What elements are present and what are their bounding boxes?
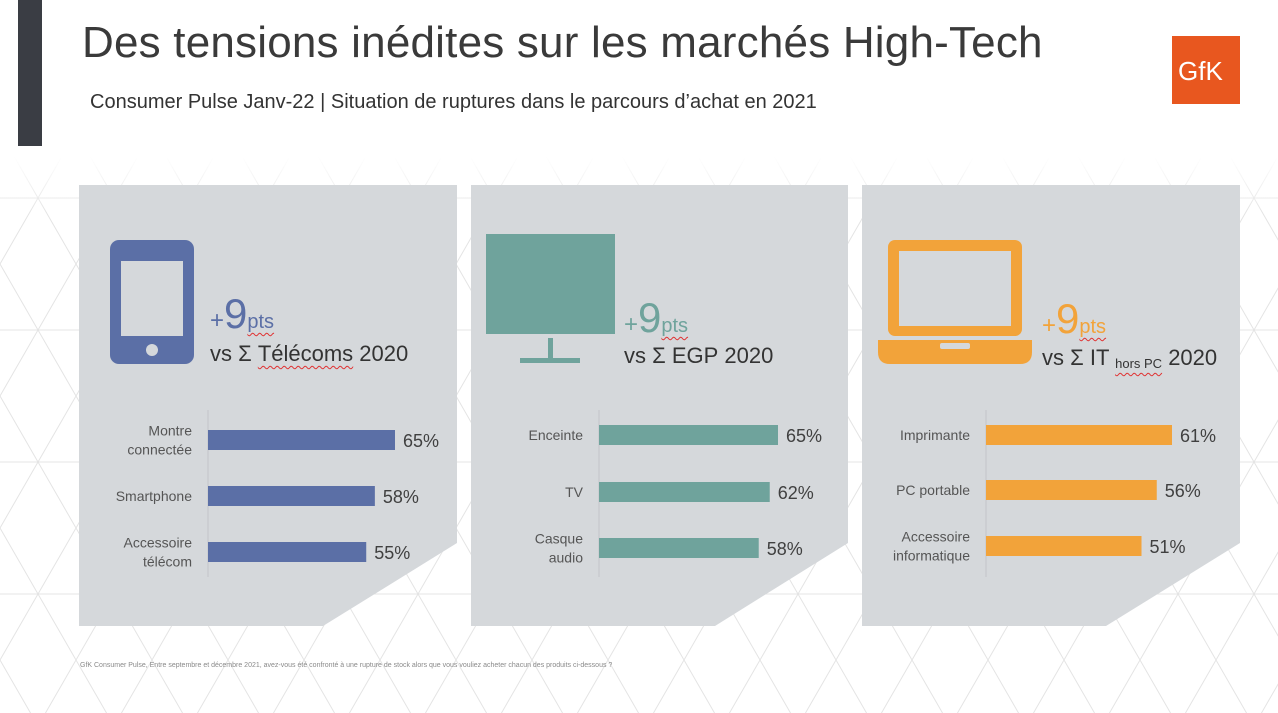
laptop-icon [878, 240, 1032, 364]
tv-icon [486, 234, 615, 363]
bar [599, 425, 778, 445]
value-label: 56% [1165, 481, 1201, 501]
bar [986, 536, 1142, 556]
bar [208, 486, 375, 506]
category-label: Accessoire [124, 535, 193, 551]
category-label: télécom [143, 554, 192, 570]
category-label: PC portable [896, 482, 970, 498]
bar [986, 480, 1157, 500]
comparison-label: vs Σ EGP 2020 [624, 343, 774, 368]
page-title: Des tensions inédites sur les marchés Hi… [82, 18, 1043, 67]
category-label: informatique [893, 548, 970, 564]
headline-delta: +9pts [1042, 295, 1107, 342]
bar [986, 425, 1172, 445]
panel-it: +9pts vs Σ IT hors PC 2020 61% Imprimante… [862, 185, 1240, 626]
category-label: TV [565, 484, 584, 500]
panel-egp: +9pts vs Σ EGP 2020 65% Enceinte 62% TV 58% C… [471, 185, 848, 626]
category-label: Smartphone [116, 488, 192, 504]
panel-telecom: +9pts vs Σ Télécoms 2020 65% Montre connec… [79, 185, 457, 626]
headline-delta: +9pts [624, 294, 689, 341]
bar [599, 482, 770, 502]
value-label: 61% [1180, 426, 1216, 446]
category-label: Montre [148, 423, 192, 439]
bar [208, 430, 395, 450]
logo-text: GfK [1178, 56, 1223, 86]
page-subtitle: Consumer Pulse Janv-22 | Situation de ru… [90, 91, 817, 113]
value-label: 65% [786, 426, 822, 446]
value-label: 62% [778, 483, 814, 503]
value-label: 58% [767, 539, 803, 559]
category-label: Imprimante [900, 427, 970, 443]
bar [208, 542, 367, 562]
bar [599, 538, 759, 558]
bar-chart-telecom: 65% Montre connectée 58% Smartphone 55% Access… [116, 410, 439, 577]
bar-chart-egp: 65% Enceinte 62% TV 58% Casque audio [529, 410, 822, 577]
comparison-label: vs Σ Télécoms 2020 [210, 341, 409, 366]
category-label: connectée [127, 442, 192, 458]
value-label: 65% [403, 431, 439, 451]
smartphone-icon [110, 240, 194, 364]
footnote: GfK Consumer Pulse, Entre septembre et d… [80, 662, 613, 669]
category-label: audio [549, 550, 583, 566]
category-label: Enceinte [529, 427, 584, 443]
headline-delta: +9pts [210, 290, 275, 337]
comparison-label: vs Σ IT hors PC 2020 [1042, 345, 1218, 371]
gfk-logo: GfK [1172, 36, 1240, 104]
bar-chart-it: 61% Imprimante 56% PC portable 51% Accessoire… [893, 410, 1216, 577]
category-label: Accessoire [902, 529, 971, 545]
value-label: 55% [374, 543, 410, 563]
value-label: 51% [1150, 537, 1186, 557]
category-label: Casque [535, 531, 583, 547]
accent-bar [18, 0, 42, 146]
value-label: 58% [383, 487, 419, 507]
